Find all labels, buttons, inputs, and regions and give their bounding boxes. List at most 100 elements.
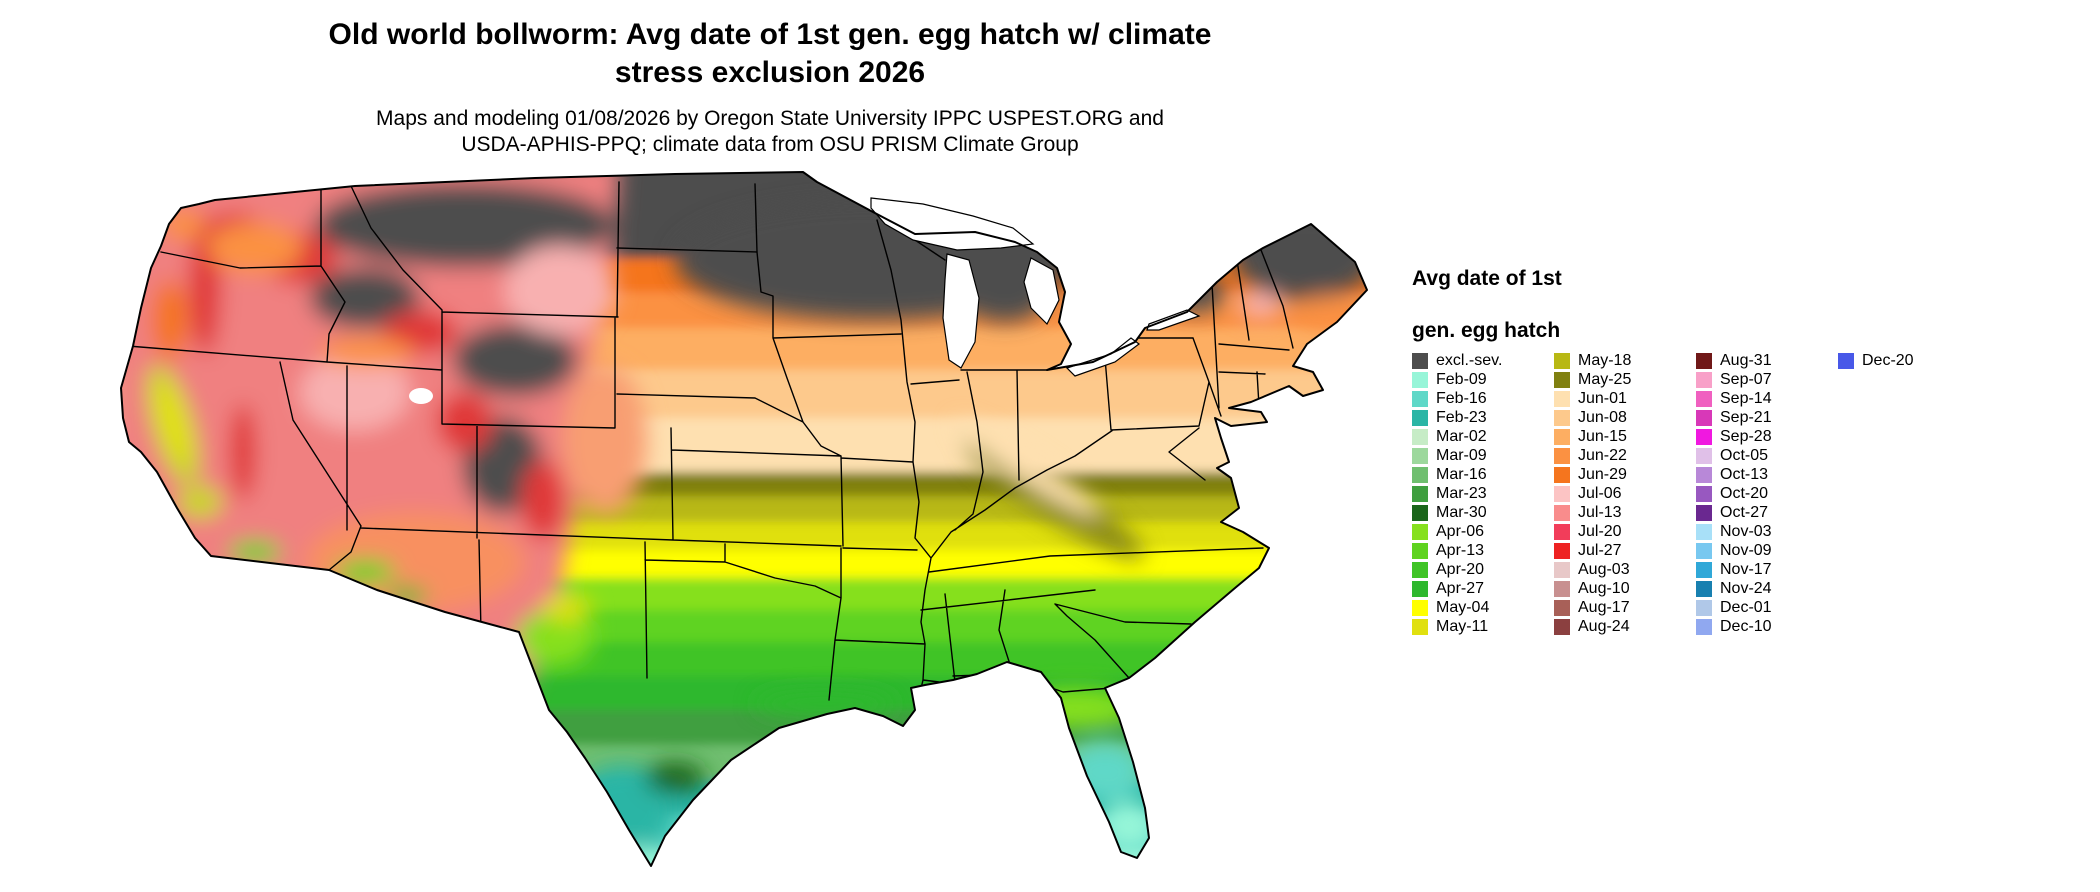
legend-item: Feb-09 xyxy=(1412,370,1554,389)
title-block: Old world bollworm: Avg date of 1st gen.… xyxy=(140,16,1400,158)
us-map xyxy=(120,171,1368,867)
map-subtitle-line1: Maps and modeling 01/08/2026 by Oregon S… xyxy=(376,107,1164,130)
legend-swatch xyxy=(1554,580,1570,597)
legend-item: Aug-31 xyxy=(1696,351,1838,370)
legend-item: Mar-09 xyxy=(1412,446,1554,465)
legend-title-line1: Avg date of 1st xyxy=(1412,267,1562,290)
legend-label: Oct-05 xyxy=(1720,447,1769,464)
legend-swatch xyxy=(1554,428,1570,445)
legend-label: Jun-22 xyxy=(1578,447,1627,464)
lake-huron xyxy=(1023,257,1060,326)
legend-item: Sep-14 xyxy=(1696,389,1838,408)
legend-item: May-18 xyxy=(1554,351,1696,370)
legend-swatch xyxy=(1412,599,1428,616)
legend-swatch xyxy=(1412,504,1428,521)
legend-swatch xyxy=(1554,523,1570,540)
legend-swatch xyxy=(1696,523,1712,540)
legend-item: Mar-02 xyxy=(1412,427,1554,446)
legend-item: Jun-29 xyxy=(1554,465,1696,484)
legend-label: Jun-08 xyxy=(1578,409,1627,426)
legend-label: Dec-20 xyxy=(1862,352,1914,369)
legend-swatch xyxy=(1554,542,1570,559)
legend-label: Feb-16 xyxy=(1436,390,1487,407)
legend-swatch xyxy=(1554,561,1570,578)
legend-item: Oct-05 xyxy=(1696,446,1838,465)
legend-label: Jul-20 xyxy=(1578,523,1622,540)
legend-item: Jul-20 xyxy=(1554,522,1696,541)
us-map-container xyxy=(115,170,1375,885)
legend-item: Aug-17 xyxy=(1554,598,1696,617)
lake-ontario xyxy=(1146,309,1201,331)
legend-column-3: Aug-31 Sep-07 Sep-14 Sep-21 Sep-28 Oct-05 Oct-… xyxy=(1696,351,1838,636)
legend-label: Oct-27 xyxy=(1720,504,1769,521)
legend-item: Jun-15 xyxy=(1554,427,1696,446)
legend-swatch xyxy=(1412,409,1428,426)
legend-item: Mar-30 xyxy=(1412,503,1554,522)
legend-swatch xyxy=(1412,371,1428,388)
legend-swatch xyxy=(1554,390,1570,407)
legend-swatch xyxy=(1696,371,1712,388)
legend-item: Nov-09 xyxy=(1696,541,1838,560)
legend-swatch xyxy=(1554,466,1570,483)
legend-swatch xyxy=(1838,352,1854,369)
legend-label: Feb-09 xyxy=(1436,371,1487,388)
legend-label: Jul-13 xyxy=(1578,504,1622,521)
legend-label: Jul-27 xyxy=(1578,542,1622,559)
legend-label: Oct-20 xyxy=(1720,485,1769,502)
legend-item: Aug-10 xyxy=(1554,579,1696,598)
legend-swatch xyxy=(1696,352,1712,369)
legend-item: Sep-21 xyxy=(1696,408,1838,427)
legend-label: Jul-06 xyxy=(1578,485,1622,502)
legend-label: Dec-10 xyxy=(1720,618,1772,635)
legend-item: Apr-13 xyxy=(1412,541,1554,560)
state-borders xyxy=(127,181,1294,727)
legend-swatch xyxy=(1554,352,1570,369)
legend-swatch xyxy=(1696,390,1712,407)
legend-item: Nov-17 xyxy=(1696,560,1838,579)
legend-label: Sep-07 xyxy=(1720,371,1772,388)
legend-title: Avg date of 1st gen. egg hatch xyxy=(1412,240,2072,344)
legend-swatch xyxy=(1554,371,1570,388)
legend-item: Jun-08 xyxy=(1554,408,1696,427)
legend-swatch xyxy=(1412,618,1428,635)
map-title-line2: stress exclusion 2026 xyxy=(614,56,926,89)
legend-swatch xyxy=(1412,580,1428,597)
legend-column-2: May-18 May-25 Jun-01 Jun-08 Jun-15 Jun-22 Jun-… xyxy=(1554,351,1696,636)
legend-swatch xyxy=(1696,618,1712,635)
legend-item: Mar-16 xyxy=(1412,465,1554,484)
legend-swatch xyxy=(1696,580,1712,597)
legend-swatch xyxy=(1554,409,1570,426)
legend-column-4: Dec-20 xyxy=(1838,351,1980,370)
legend-item: Sep-28 xyxy=(1696,427,1838,446)
legend-swatch xyxy=(1412,542,1428,559)
legend-item: Jul-06 xyxy=(1554,484,1696,503)
legend-label: May-25 xyxy=(1578,371,1632,388)
legend-label: May-04 xyxy=(1436,599,1490,616)
legend-label: Nov-09 xyxy=(1720,542,1772,559)
legend-label: Aug-31 xyxy=(1720,352,1772,369)
legend-swatch xyxy=(1554,599,1570,616)
legend-swatch xyxy=(1412,428,1428,445)
legend-swatch xyxy=(1412,466,1428,483)
legend-label: Mar-16 xyxy=(1436,466,1487,483)
legend-item: Nov-03 xyxy=(1696,522,1838,541)
legend-label: Mar-09 xyxy=(1436,447,1487,464)
legend-label: Aug-10 xyxy=(1578,580,1630,597)
legend-swatch xyxy=(1696,542,1712,559)
legend-swatch xyxy=(1412,352,1428,369)
legend-label: Jun-01 xyxy=(1578,390,1627,407)
legend-item: Dec-10 xyxy=(1696,617,1838,636)
legend-swatch xyxy=(1554,618,1570,635)
us-outline xyxy=(120,171,1368,867)
map-subtitle-line2: USDA-APHIS-PPQ; climate data from OSU PR… xyxy=(461,133,1079,156)
legend-label: May-11 xyxy=(1436,618,1489,635)
legend-item: Jul-13 xyxy=(1554,503,1696,522)
legend-swatch xyxy=(1696,599,1712,616)
legend-label: Jun-15 xyxy=(1578,428,1627,445)
legend-label: Aug-17 xyxy=(1578,599,1630,616)
legend-item: Apr-27 xyxy=(1412,579,1554,598)
legend-label: Mar-23 xyxy=(1436,485,1487,502)
legend-item: Nov-24 xyxy=(1696,579,1838,598)
legend-swatch xyxy=(1696,561,1712,578)
lake-michigan xyxy=(942,253,980,369)
